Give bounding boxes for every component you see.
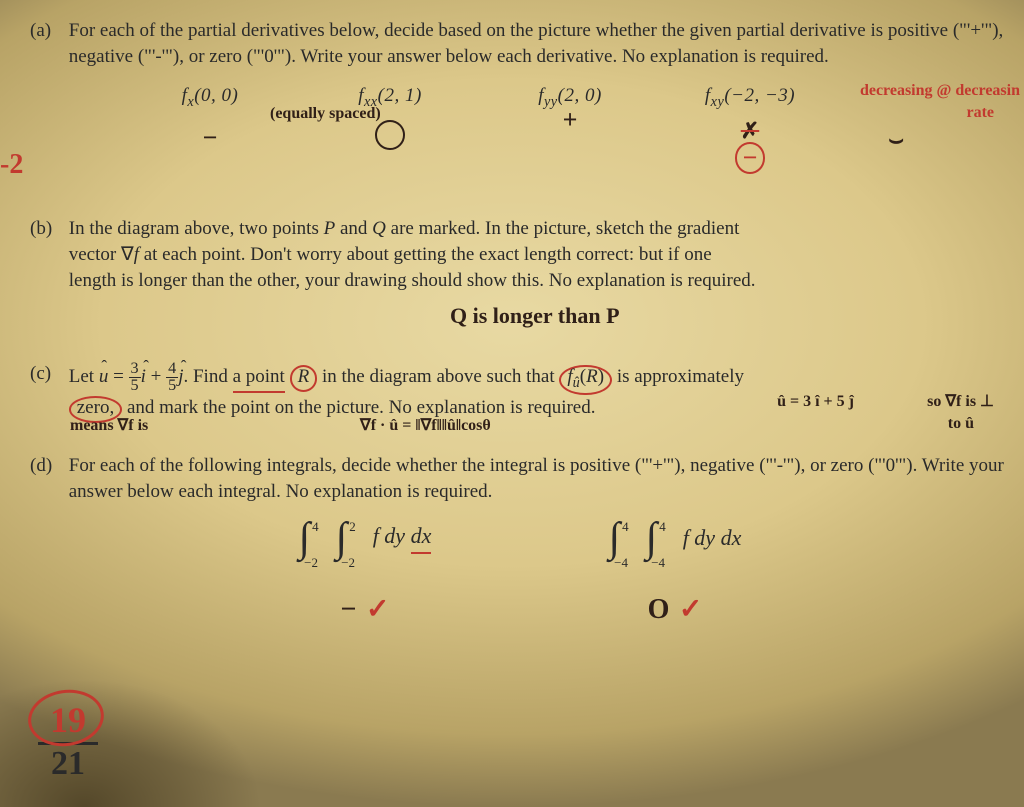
int1-ih: 2 (349, 520, 356, 533)
int2-oh: 4 (622, 520, 629, 533)
frac1-n: 3 (129, 361, 141, 378)
ans-4-scribble: ✗ (660, 120, 840, 142)
part-d-label: (d) (30, 453, 64, 479)
note-means: means ∇f is (70, 415, 148, 437)
part-c-prompt: Let u = 35i + 45j. Find a point R in the… (69, 361, 1009, 423)
int1-oh: 4 (312, 520, 319, 533)
part-b-l3: length is longer than the other, your dr… (69, 270, 756, 291)
ans-4-grading: − (660, 142, 840, 174)
frac2-d: 5 (166, 378, 178, 394)
note-uhat-eq: û = 3 î + 5 ĵ (777, 391, 854, 413)
note-minus-two: -2 (0, 146, 23, 184)
part-d: (d) For each of the following integrals,… (30, 453, 1014, 628)
note-rate: rate (966, 102, 994, 124)
part-b: (b) In the diagram above, two points P a… (30, 216, 1014, 331)
part-c-label: (c) (30, 361, 64, 387)
int1-il: −2 (341, 556, 355, 569)
note-q-longer: Q is longer than P (450, 301, 1014, 331)
int-ans-2-val: O (648, 594, 670, 625)
part-a-prompt: For each of the partial derivatives belo… (69, 18, 1009, 69)
ans-2 (300, 120, 480, 174)
int-ans-2-check: ✓ (679, 594, 702, 625)
answer-row: − + ✗ − (30, 120, 1014, 174)
integral-answers: − ✓ O ✓ (30, 591, 1014, 629)
note-equally-spaced: (equally spaced) (270, 103, 381, 125)
part-d-prompt: For each of the following integrals, dec… (69, 453, 1009, 504)
int-ans-1: − ✓ (210, 591, 520, 629)
int-ans-1-val: − (341, 594, 357, 625)
int-ans-1-check: ✓ (366, 594, 389, 625)
underline-a-point: a point (233, 364, 285, 393)
int-ans-2: O ✓ (520, 591, 830, 629)
circle-fuR: fû(R) (559, 365, 612, 395)
integral-1: ∫4−2 ∫2−2 f dy dx (210, 517, 520, 559)
integral-2: ∫4−4 ∫4−4 f dy dx (520, 517, 830, 559)
score-total: 21 (38, 747, 98, 781)
part-b-label: (b) (30, 216, 64, 242)
int2-il: −4 (651, 556, 665, 569)
note-so-perp: so ∇f is ⊥ (927, 391, 994, 413)
part-c: (c) Let u = 35i + 45j. Find a point R in… (30, 361, 1014, 423)
score-earned: 19 (38, 702, 98, 740)
part-b-l2: vector ∇f at each point. Don't worry abo… (69, 244, 712, 265)
ans-3: + (480, 102, 660, 156)
ans-4: ✗ − (660, 120, 840, 174)
int2-ol: −4 (614, 556, 628, 569)
integrals-row: ∫4−2 ∫2−2 f dy dx ∫4−4 ∫4−4 f dy dx (30, 517, 1014, 559)
part-b-l1: In the diagram above, two points P and Q… (69, 218, 740, 239)
part-a: (a) For each of the partial derivatives … (30, 18, 1014, 174)
frac1-d: 5 (129, 378, 141, 394)
note-decreasing: decreasing @ decreasin (860, 80, 1020, 102)
int2-ih: 4 (659, 520, 666, 533)
note-to-u: to û (948, 413, 974, 435)
ans-1: − (120, 120, 300, 174)
circle-R: R (290, 365, 318, 392)
part-b-prompt: In the diagram above, two points P and Q… (69, 216, 1009, 293)
note-curve: ⌣ (888, 124, 904, 156)
score: 19 21 (38, 702, 98, 781)
int1-ol: −2 (304, 556, 318, 569)
frac2-n: 4 (166, 361, 178, 378)
part-a-label: (a) (30, 18, 64, 44)
deriv-4: fxy(−2, −3) (660, 83, 840, 112)
note-formula: ∇f · û = ‖∇f‖‖û‖cosθ (360, 415, 491, 437)
